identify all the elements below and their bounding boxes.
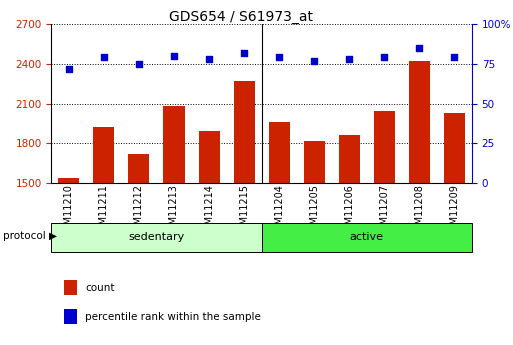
Point bbox=[65, 66, 73, 71]
Bar bbox=[339, 135, 360, 183]
Point bbox=[205, 56, 213, 62]
Bar bbox=[444, 113, 465, 183]
Text: sedentary: sedentary bbox=[128, 232, 185, 242]
Point bbox=[415, 45, 423, 51]
Point bbox=[275, 55, 283, 60]
Point bbox=[310, 58, 318, 63]
Text: protocol ▶: protocol ▶ bbox=[3, 231, 56, 241]
Bar bbox=[409, 61, 430, 183]
Text: active: active bbox=[350, 232, 384, 242]
Bar bbox=[64, 280, 76, 295]
Point bbox=[100, 55, 108, 60]
Bar bbox=[164, 106, 185, 183]
Point bbox=[450, 55, 459, 60]
Text: count: count bbox=[85, 283, 114, 293]
Bar bbox=[128, 154, 149, 183]
Bar bbox=[374, 111, 395, 183]
Point bbox=[135, 61, 143, 67]
Bar bbox=[262, 223, 472, 252]
Bar bbox=[64, 309, 76, 324]
Point bbox=[380, 55, 388, 60]
Point bbox=[170, 53, 178, 59]
Text: GDS654 / S61973_at: GDS654 / S61973_at bbox=[169, 10, 313, 24]
Bar bbox=[269, 122, 290, 183]
Bar bbox=[51, 223, 262, 252]
Bar bbox=[199, 131, 220, 183]
Bar bbox=[93, 127, 114, 183]
Bar bbox=[304, 141, 325, 183]
Bar bbox=[233, 81, 254, 183]
Point bbox=[240, 50, 248, 56]
Text: percentile rank within the sample: percentile rank within the sample bbox=[85, 312, 261, 322]
Point bbox=[345, 56, 353, 62]
Bar bbox=[58, 178, 80, 183]
